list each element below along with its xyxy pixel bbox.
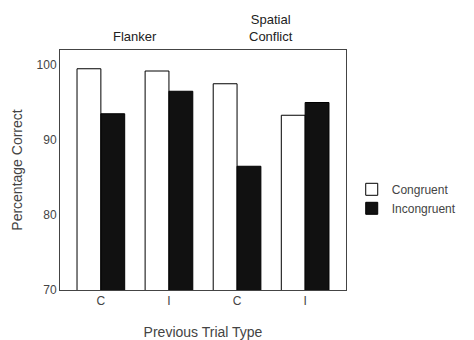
svg-text:Percentage Correct: Percentage Correct — [9, 109, 25, 231]
svg-text:80: 80 — [43, 208, 57, 222]
svg-text:70: 70 — [43, 283, 57, 297]
svg-text:100: 100 — [37, 58, 57, 72]
svg-text:C: C — [233, 294, 242, 308]
svg-text:Incongruent: Incongruent — [392, 202, 456, 216]
svg-text:C: C — [97, 294, 106, 308]
svg-text:I: I — [303, 294, 306, 308]
svg-text:Flanker: Flanker — [113, 29, 157, 44]
svg-text:I: I — [167, 294, 170, 308]
svg-text:Previous Trial Type: Previous Trial Type — [144, 324, 263, 340]
svg-text:SpatialConflict: SpatialConflict — [249, 12, 293, 44]
svg-text:Congruent: Congruent — [392, 183, 449, 197]
svg-text:90: 90 — [43, 133, 57, 147]
